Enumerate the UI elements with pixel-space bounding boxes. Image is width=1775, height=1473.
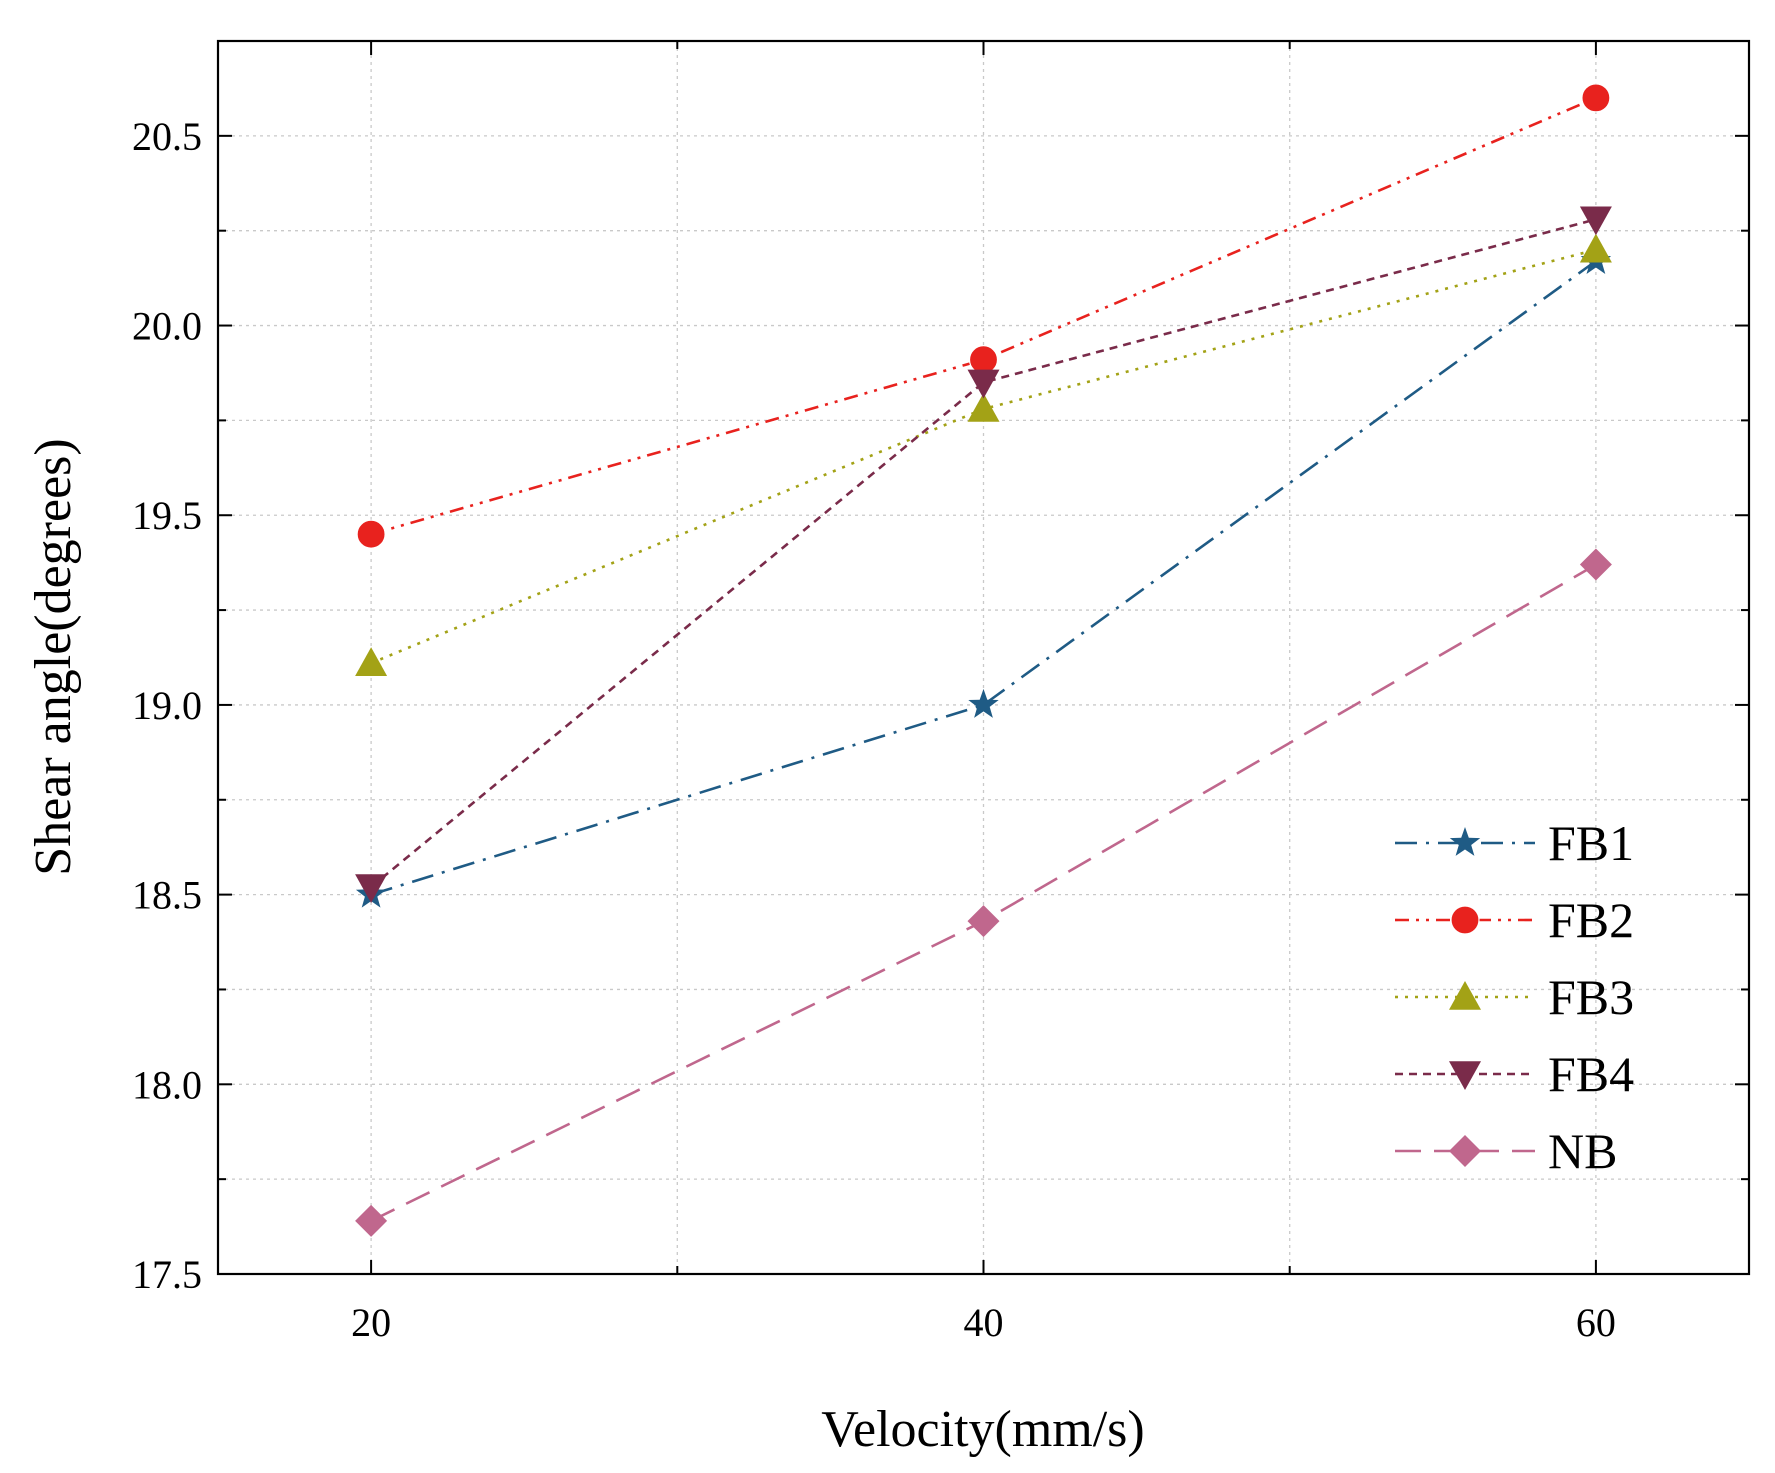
- series-fb3: [355, 233, 1612, 676]
- data-point-fb3: [967, 393, 1000, 422]
- legend-marker-fb1: [1449, 827, 1481, 856]
- tick-layer: 17.5 18.0 18.5 19.0 19.5 20.0 20.5 20 40 60: [132, 40, 1749, 1345]
- legend-item-fb3: FB3: [1395, 969, 1634, 1025]
- series-line-nb: [370, 563, 1597, 1223]
- legend-item-fb2: FB2: [1395, 892, 1634, 948]
- grid-layer: [218, 40, 1749, 1274]
- data-point-nb: [1579, 548, 1612, 581]
- data-point-fb2: [968, 345, 999, 375]
- x-tick-label: 40: [964, 1300, 1004, 1345]
- legend-marker-fb4: [1449, 1061, 1481, 1090]
- data-point-fb3: [355, 647, 388, 676]
- y-axis-title: Shear angle(degrees): [25, 438, 82, 875]
- y-tick-label: 17.5: [132, 1252, 202, 1297]
- legend-label-fb2: FB2: [1548, 892, 1634, 948]
- data-point-fb4: [1579, 206, 1612, 236]
- data-point-fb2: [1581, 83, 1611, 113]
- data-point-nb: [355, 1204, 388, 1237]
- data-point-fb4: [355, 874, 388, 904]
- series-layer: [355, 83, 1612, 1237]
- x-axis-title: Velocity(mm/s): [821, 1401, 1145, 1458]
- data-point-fb2: [356, 519, 386, 549]
- legend-marker-nb: [1449, 1135, 1481, 1167]
- legend-marker-fb3: [1449, 981, 1481, 1010]
- legend-item-nb: NB: [1395, 1123, 1617, 1179]
- legend-label-nb: NB: [1548, 1123, 1617, 1179]
- data-point-fb1: [968, 688, 999, 718]
- legend-item-fb1: FB1: [1395, 815, 1634, 871]
- y-tick-label: 18.5: [132, 873, 202, 918]
- legend-marker-fb2: [1450, 905, 1480, 935]
- y-tick-label: 20.0: [132, 304, 202, 349]
- legend-label-fb4: FB4: [1548, 1046, 1634, 1102]
- series-nb: [355, 548, 1612, 1237]
- legend-label-fb3: FB3: [1548, 969, 1634, 1025]
- x-tick-label: 20: [351, 1300, 391, 1345]
- y-tick-label: 19.5: [132, 493, 202, 538]
- series-line-fb3: [370, 248, 1597, 665]
- data-point-fb4: [967, 369, 1000, 399]
- series-fb4: [355, 206, 1612, 904]
- legend-label-fb1: FB1: [1548, 815, 1634, 871]
- data-point-nb: [967, 905, 1000, 938]
- y-tick-label: 20.5: [132, 114, 202, 159]
- data-point-fb3: [1579, 233, 1612, 263]
- y-tick-label: 18.0: [132, 1062, 202, 1107]
- legend-item-fb4: FB4: [1395, 1046, 1634, 1102]
- y-tick-label: 19.0: [132, 683, 202, 728]
- x-tick-label: 60: [1576, 1300, 1616, 1345]
- legend: FB1 FB2 FB3 FB4 NB: [1395, 815, 1634, 1179]
- series-fb2: [356, 83, 1611, 549]
